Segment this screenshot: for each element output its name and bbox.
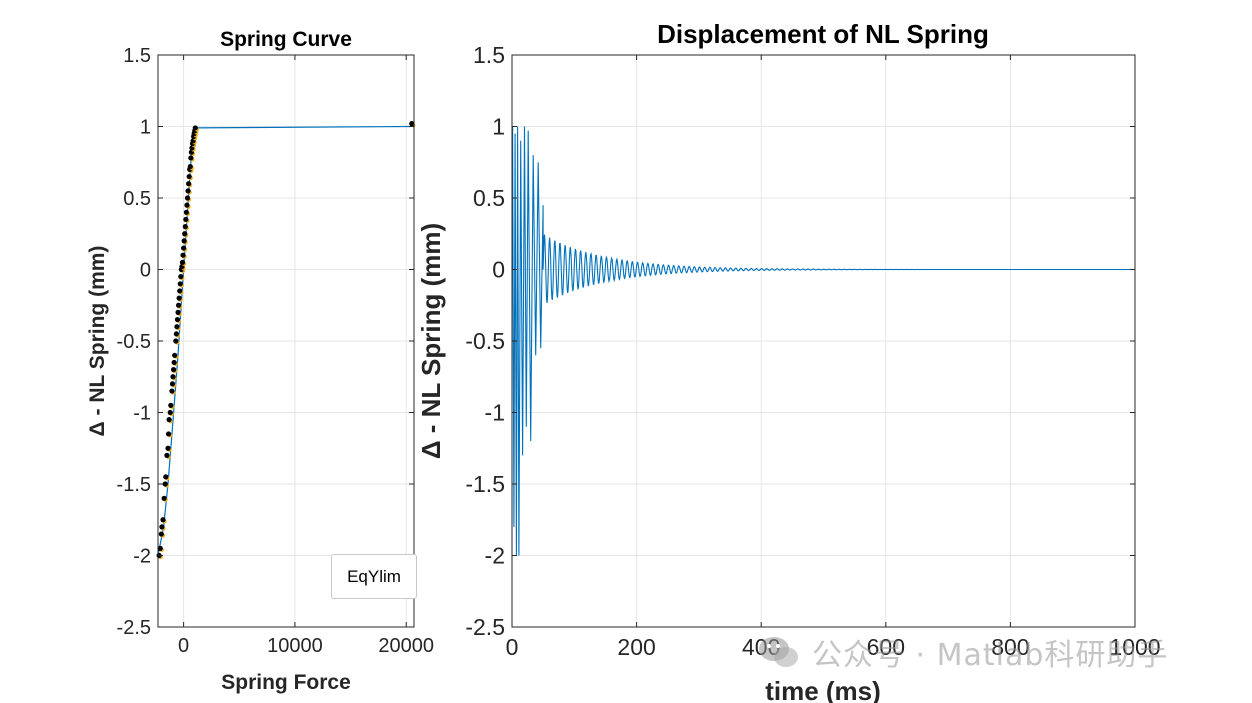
spring-curve-marker [192,125,198,131]
spring-curve-marker [186,181,192,187]
displacement-ticks: 0 200 400 600 800 1000 -2.5 -2 -1.5 -1 -0.5 0 0.5 1 1.… [465,42,1160,660]
spring-curve-marker [164,452,170,458]
spring-curve-xtick-label: 10000 [267,635,323,657]
displacement-ylabel: Δ - NL Spring (mm) [416,223,446,459]
displacement-ytick-label: -0.5 [465,328,505,354]
spring-curve-marker [182,231,188,237]
spring-curve-marker [184,202,190,208]
spring-curve-marker [167,409,173,416]
spring-curve-xtick-label: 0 [178,635,189,657]
displacement-ytick-label: 0 [492,257,505,283]
spring-curve-marker [163,474,169,480]
displacement-ytick-label: 0.5 [473,185,505,211]
spring-curve-marker [160,517,166,523]
spring-curve-ytick-label: -2 [133,546,151,568]
spring-curve-ytick-label: 0 [140,260,151,282]
spring-curve-marker [173,338,179,344]
spring-curve-marker [185,188,191,194]
spring-curve-xlabel: Spring Force [221,671,351,694]
spring-curve-marker [173,331,179,337]
spring-curve-title: Spring Curve [220,28,352,51]
displacement-xtick-label: 200 [617,634,655,660]
spring-curve-marker [175,302,182,308]
spring-curve-marker [409,121,415,127]
spring-curve-ytick-label: -0.5 [117,331,151,353]
spring-curve-ytick-label: -2.5 [117,617,151,639]
spring-curve-marker [179,259,186,265]
spring-curve-marker [186,173,192,180]
spring-curve-ytick-label: -1.5 [117,474,151,496]
spring-curve-marker [178,274,184,280]
spring-curve-marker [177,281,183,287]
spring-curve-marker [168,402,174,408]
displacement-title: Displacement of NL Spring [657,19,989,49]
displacement-ytick-label: 1.5 [473,42,505,68]
spring-curve-data [156,121,416,560]
spring-curve-ytick-label: -1 [133,403,151,425]
displacement-xtick-label: 600 [867,634,905,660]
spring-curve-marker [165,431,172,437]
displacement-ytick-label: 1 [492,114,505,140]
spring-curve-marker [161,495,167,501]
spring-curve-marker [174,324,180,330]
displacement-xtick-label: 1000 [1109,634,1160,660]
spring-curve-marker [171,359,177,366]
displacement-xtick-label: 800 [991,634,1029,660]
displacement-xlabel: time (ms) [765,676,881,703]
spring-curve-marker [157,545,163,551]
spring-curve-marker [183,216,189,223]
spring-curve-marker [182,224,188,230]
spring-curve-marker [187,163,193,170]
spring-curve-marker [158,531,164,537]
spring-curve-ticks: 0 10000 20000 -2.5 -2 -1.5 -1 -0.5 0 0.5 1 1.5 [117,45,434,657]
spring-curve-marker [165,445,171,451]
spring-curve-marker [184,195,191,201]
spring-curve-ytick-label: 0.5 [123,188,151,210]
spring-curve-marker [183,209,189,215]
spring-curve-marker [188,155,194,161]
displacement-ytick-label: -2.5 [465,614,505,640]
displacement-xtick-label: 0 [506,634,519,660]
displacement-line [511,126,1135,556]
spring-curve-marker [177,288,183,294]
displacement-data [511,126,1135,556]
spring-curve-marker [180,252,186,258]
spring-curve-marker [176,295,182,301]
spring-curve-marker [169,388,175,394]
eq-ylim-button[interactable]: EqYlim [331,554,417,599]
displacement-xtick-label: 400 [742,634,780,660]
spring-curve-axes: 0 10000 20000 -2.5 -2 -1.5 -1 -0.5 0 0.5 1 1.5 Spri… [86,28,434,694]
displacement-ytick-label: -1 [485,400,505,426]
spring-curve-marker [169,381,176,387]
spring-curve-marker [172,352,178,358]
displacement-ytick-label: -1.5 [465,471,505,497]
spring-curve-ytick-label: 1 [140,117,151,139]
spring-curve-marker [175,309,181,315]
spring-curve-marker [159,524,165,530]
spring-curve-xtick-label: 20000 [378,635,434,657]
spring-curve-ylabel: Δ - NL Spring (mm) [86,246,109,437]
spring-curve-marker [170,367,177,373]
spring-curve-ytick-label: 1.5 [123,45,151,67]
spring-curve-marker [181,245,187,251]
spring-curve-marker [181,238,187,244]
displacement-axes: 0 200 400 600 800 1000 -2.5 -2 -1.5 -1 -0.5 0 0.5 1 1.… [416,19,1161,703]
displacement-ytick-label: -2 [485,543,505,569]
spring-curve-marker [174,316,181,323]
spring-curve-marker [170,374,176,380]
spring-curve-marker [166,417,172,423]
spring-curve-marker [162,481,168,487]
